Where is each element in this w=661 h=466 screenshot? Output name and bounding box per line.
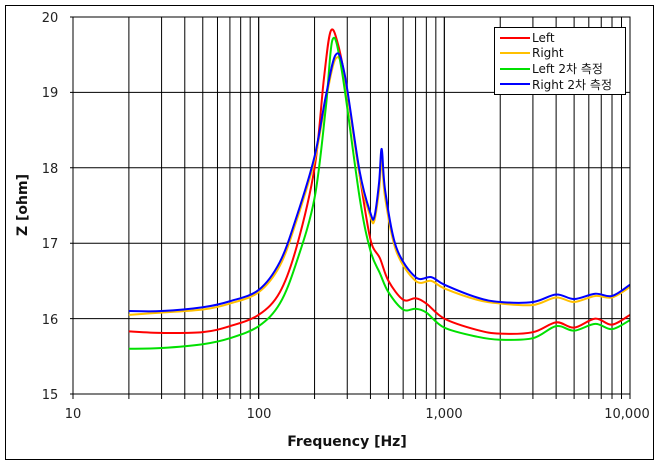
legend-item-right: Right (495, 46, 625, 62)
legend: Left Right Left 2차 측정 Right 2차 측정 (494, 27, 626, 95)
y-tick-20: 20 (42, 11, 59, 26)
x-tick-10: 10 (65, 407, 82, 422)
axes (72, 16, 631, 395)
x-tick-10000: 10,000 (604, 407, 650, 422)
legend-item-right-2nd: Right 2차 측정 (495, 77, 625, 93)
y-tick-17: 17 (42, 237, 59, 252)
y-tick-15: 15 (42, 388, 59, 403)
series-left-2- (128, 36, 631, 350)
legend-label: Right 2차 측정 (532, 77, 612, 92)
x-axis-title: Frequency [Hz] (287, 434, 406, 450)
series-right-2- (128, 52, 631, 313)
legend-label: Left 2차 측정 (532, 62, 603, 77)
y-tick-18: 18 (42, 162, 59, 177)
legend-label: Right (532, 46, 564, 61)
legend-swatch-left (500, 36, 530, 39)
series-left (128, 28, 631, 335)
legend-swatch-left-2nd (500, 67, 530, 70)
legend-label: Left (532, 30, 555, 45)
x-tick-100: 100 (247, 407, 272, 422)
legend-item-left: Left (495, 30, 625, 46)
legend-swatch-right-2nd (500, 83, 530, 86)
x-tick-1000: 1,000 (425, 407, 462, 422)
y-tick-16: 16 (42, 313, 59, 328)
legend-swatch-right (500, 52, 530, 55)
data-series (128, 28, 631, 350)
y-tick-19: 19 (42, 86, 59, 101)
legend-item-left-2nd: Left 2차 측정 (495, 61, 625, 77)
y-axis-title: Z [ohm] (15, 174, 31, 236)
